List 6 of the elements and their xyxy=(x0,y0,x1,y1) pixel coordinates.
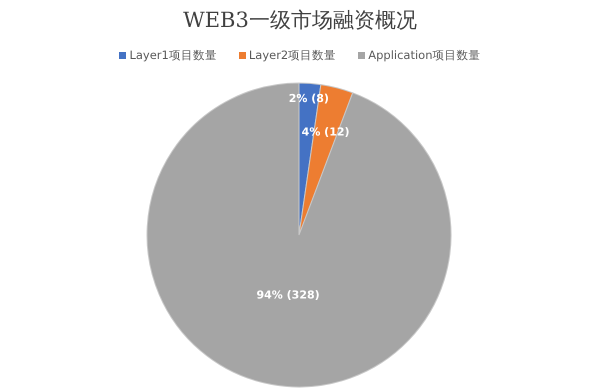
data-label: 94% (328) xyxy=(256,288,320,302)
legend-label: Layer2项目数量 xyxy=(248,48,336,63)
chart-title: WEB3一级市场融资概况 xyxy=(182,7,418,34)
legend-label: Application项目数量 xyxy=(368,48,481,63)
pie-slice xyxy=(146,82,452,388)
legend-label: Layer1项目数量 xyxy=(129,48,217,63)
